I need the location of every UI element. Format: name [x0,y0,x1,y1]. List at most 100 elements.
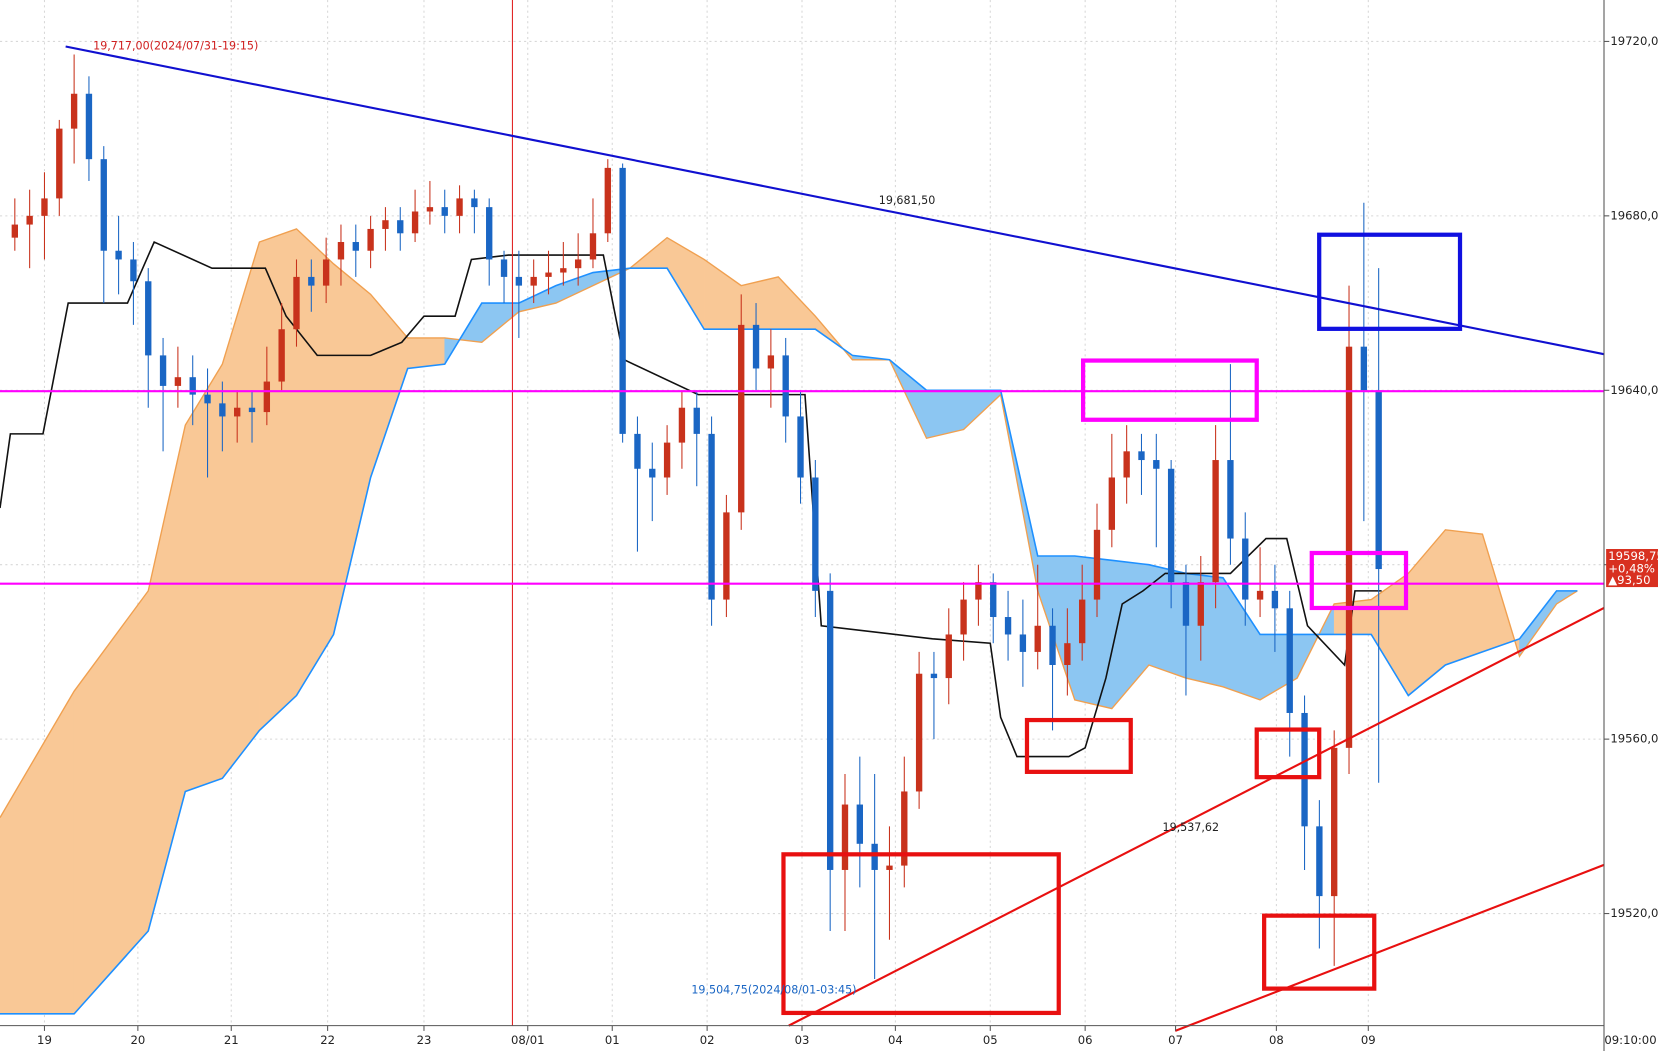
candle-body [367,228,374,251]
candle-body [189,377,196,395]
candle-body [1345,346,1353,748]
candle-body [1197,582,1204,626]
x-tick-label: 02 [700,1033,715,1047]
candle-body [663,442,671,478]
highlight-box [1024,717,1133,774]
candle-body [767,355,775,369]
y-tick-label: 19640,00 [1610,383,1658,397]
candle-body [219,403,226,417]
candle-body [248,407,256,413]
candle-body [886,865,893,870]
candle-body [619,167,626,434]
candle-body [1375,390,1382,570]
highlight-box [1262,913,1377,991]
highlight-box [781,852,1061,1016]
kijun-line [0,240,1382,758]
candle-body [26,215,33,225]
x-tick-label: 21 [224,1033,239,1047]
candle-body [397,220,404,234]
candle-body [1049,625,1056,665]
candle-body [515,276,523,286]
candle-body [322,259,330,286]
y-tick-label: 19680,00 [1610,208,1658,222]
candle-body [1182,582,1190,626]
candle-body [11,224,19,238]
candle-body [930,673,938,679]
candle-body [1331,747,1338,897]
candle-body [441,207,448,216]
candle-body [693,407,700,434]
candle-body [278,329,285,382]
candle-body [604,167,611,234]
candle-body [426,207,434,212]
cloud-span-a [0,228,1578,818]
x-tick-label: 22 [320,1033,335,1047]
candle-body [56,128,63,199]
trend-line [1174,863,1605,1032]
candle-body [530,276,537,286]
x-tick-label: 04 [888,1033,903,1047]
candle-body [382,220,389,229]
candle-body [856,804,863,844]
candle-body [100,159,107,251]
candle-body [1153,460,1160,469]
candle-body [1079,599,1086,644]
x-tick-label: 08 [1269,1033,1284,1047]
cloud-fill [1185,573,1224,688]
trend-line [65,45,1605,356]
highlight-box [1254,727,1322,780]
candle-body [649,468,656,478]
annotation: 19,717,00(2024/07/31-19:15) [93,40,258,53]
x-tick-label: 01 [605,1033,620,1047]
x-tick-label: 03 [795,1033,810,1047]
indicator-lines [0,228,1578,1015]
candle-body [678,407,686,443]
candle-body [545,272,552,277]
last-change: ▲93,50 [1608,573,1650,587]
candle-body [471,198,478,208]
x-tick-label: 05 [983,1033,998,1047]
candle-body [1093,529,1101,600]
candle-body [293,276,300,330]
candle-body [634,433,641,469]
candle-body [337,242,345,260]
x-tick-label: 08/01 [511,1033,545,1047]
candle-body [589,233,597,260]
candle-body [1004,617,1012,635]
highlight-box [1317,232,1463,331]
last-price: 19598,75 [1608,549,1658,563]
candle-body [752,324,760,369]
candle-body [1286,608,1293,713]
candle-body [234,407,241,417]
candle-body [115,250,122,260]
candle-body [1123,451,1130,478]
drawings [0,0,1605,1032]
candle-body [159,355,167,386]
candle-body [1034,625,1041,652]
annotation: 19,681,50 [879,194,936,207]
candle-body [1167,468,1175,583]
x-tick-label: 19 [37,1033,52,1047]
y-tick-label: 19560,00 [1610,732,1658,746]
time-label: 09:10:00 [1604,1033,1656,1047]
candle-body [1064,643,1071,665]
y-tick-label: 19520,00 [1610,906,1658,920]
y-tick-label: 19720,00 [1610,34,1658,48]
candle-body [308,276,315,286]
candle-body [1138,451,1145,461]
candle-body [1360,346,1368,391]
candles [11,54,1382,979]
candle-body [782,355,789,417]
candle-body [456,198,463,216]
candle-body [486,207,493,260]
candle-body [352,242,359,251]
candle-body [1301,712,1308,827]
candle-body [708,433,715,600]
cloud-fill [407,337,445,369]
candle-body [1108,477,1116,530]
cloud [0,228,1579,1015]
candle-body [263,381,271,413]
candle-body [915,673,923,792]
candle-body [1227,460,1234,539]
candle-body [145,281,152,356]
